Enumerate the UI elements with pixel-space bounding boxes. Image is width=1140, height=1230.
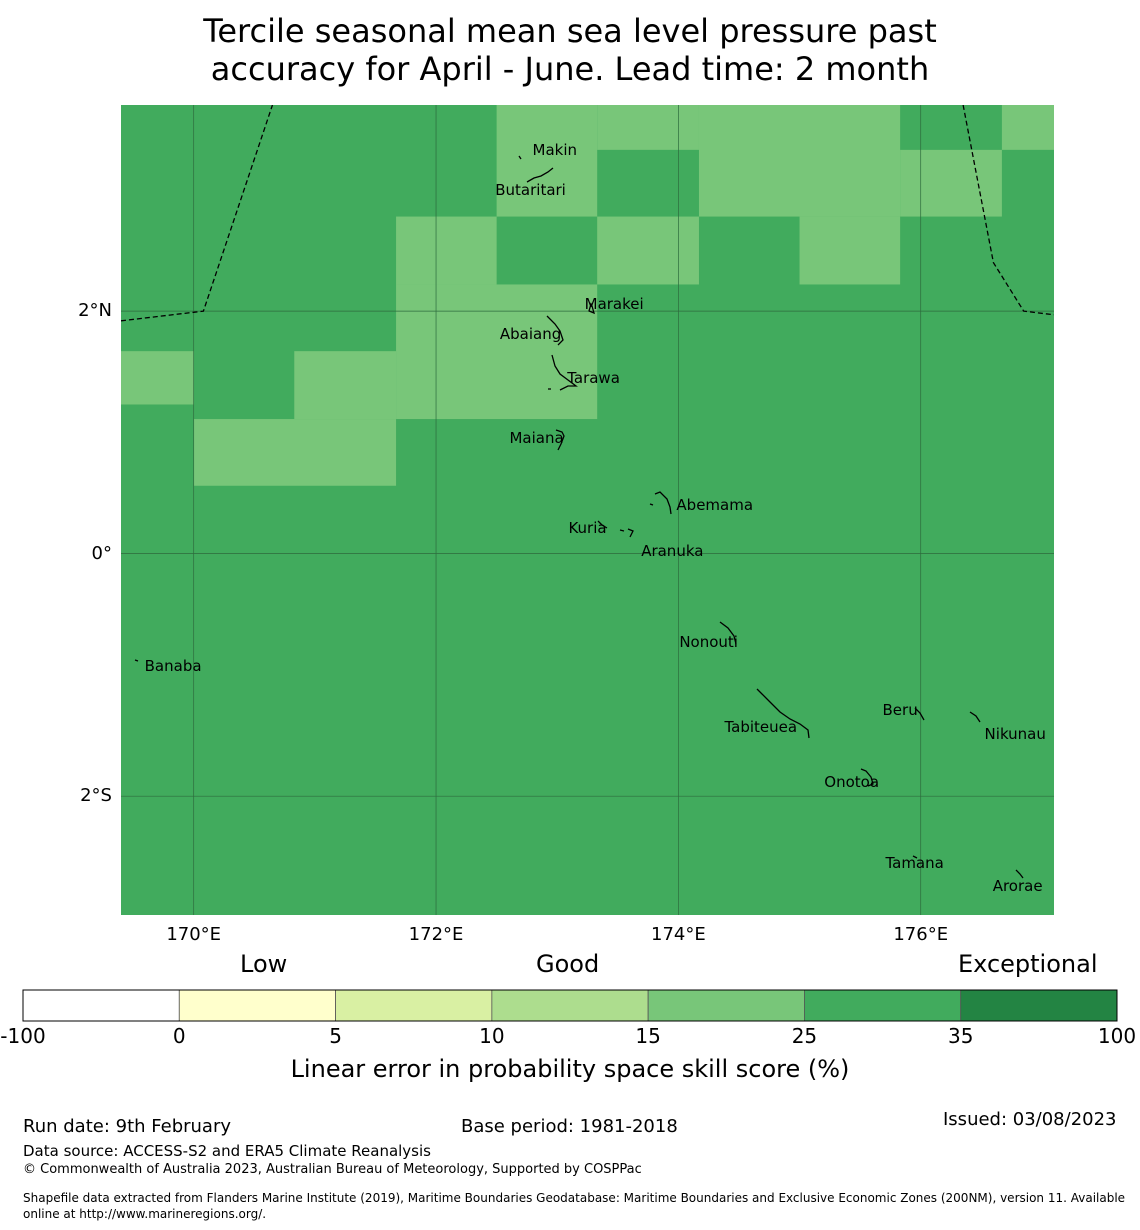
colorbar-title: Linear error in probability space skill … xyxy=(290,1055,850,1083)
island-label: Abaiang xyxy=(499,325,562,344)
island-label: Beru xyxy=(882,701,918,720)
issued-date: Issued: 03/08/2023 xyxy=(943,1109,1117,1130)
colorbar-swatch xyxy=(804,989,962,1022)
colorbar-tick-label: -100 xyxy=(0,1024,46,1048)
coast-tamana xyxy=(912,855,918,859)
colorbar-tick-label: 35 xyxy=(947,1024,974,1048)
coast-kuria xyxy=(597,520,625,532)
coast-maiana xyxy=(555,429,565,451)
island-label: Kuria xyxy=(568,519,607,538)
colorbar-tick-label: 10 xyxy=(479,1024,505,1048)
skill-cell xyxy=(396,216,497,285)
skill-cell xyxy=(900,149,1002,217)
skill-cell xyxy=(121,351,194,405)
coast-butaritari xyxy=(526,167,554,183)
island-label: Makin xyxy=(532,140,578,159)
chart-title-line1: Tercile seasonal mean sea level pressure… xyxy=(203,12,937,50)
colorbar-swatch xyxy=(335,989,493,1022)
run-date: Run date: 9th February xyxy=(23,1116,232,1137)
island-label: Aranuka xyxy=(641,542,704,561)
colorbar-category-exceptional: Exceptional xyxy=(958,950,1098,978)
colorbar-swatch xyxy=(178,989,336,1022)
coast-marakei xyxy=(588,302,595,315)
x-tick-label: 170°E xyxy=(166,924,222,945)
data-source: Data source: ACCESS-S2 and ERA5 Climate … xyxy=(23,1142,431,1160)
eez-boundary-line xyxy=(121,105,274,322)
island-label: Nikunau xyxy=(984,725,1046,744)
island-label: Abemama xyxy=(676,496,754,515)
coast-onotoa xyxy=(860,768,874,787)
coast-arorae xyxy=(1015,869,1024,879)
graticule xyxy=(121,105,1054,915)
island-label: Onotoa xyxy=(824,772,880,791)
skill-cell xyxy=(496,105,598,217)
island-label: Tamana xyxy=(885,853,944,872)
x-tick-label: 174°E xyxy=(651,924,706,945)
coast-nikunau xyxy=(969,711,981,723)
colorbar-swatch xyxy=(960,989,1118,1022)
coast-abemama xyxy=(649,491,672,515)
colorbar-tick-label: 0 xyxy=(172,1024,186,1048)
skill-cell xyxy=(294,351,397,420)
coast-beru xyxy=(914,707,925,721)
coast-nonouti xyxy=(719,621,737,645)
x-tick-label: 176°E xyxy=(893,924,949,945)
island-label: Butaritari xyxy=(495,180,566,199)
colorbar-swatch xyxy=(647,989,805,1022)
colorbar-category-low: Low xyxy=(240,950,288,978)
x-tick-label: 172°E xyxy=(408,924,464,945)
island-label: Marakei xyxy=(584,294,644,313)
skill-cell xyxy=(597,216,699,285)
colorbar-category-good: Good xyxy=(536,950,600,978)
colorbar-tick-label: 15 xyxy=(635,1024,661,1048)
island-label: Tabiteuea xyxy=(724,718,798,737)
colorbar-tick-label: 100 xyxy=(1097,1024,1137,1048)
island-coastlines xyxy=(134,155,1024,879)
colorbar-tick-label: 25 xyxy=(791,1024,818,1048)
y-tick-label: 0° xyxy=(91,542,112,564)
skill-cell xyxy=(597,105,699,150)
colorbar-outline xyxy=(22,989,1118,1022)
y-tick-label: 2°S xyxy=(80,785,112,807)
skill-cell xyxy=(698,105,901,217)
island-label: Tarawa xyxy=(567,368,620,387)
coast-tarawa xyxy=(548,354,578,391)
y-tick-label: 2°N xyxy=(78,300,112,322)
eez-boundary-line xyxy=(962,105,1054,316)
colorbar-swatch xyxy=(22,989,180,1022)
skill-cell xyxy=(799,216,901,285)
shapefile-credit-line1: Shapefile data extracted from Flanders M… xyxy=(23,1191,1126,1205)
coast-makin xyxy=(518,155,522,160)
island-label: Arorae xyxy=(992,876,1043,895)
copyright: © Commonwealth of Australia 2023, Austra… xyxy=(23,1162,642,1177)
colorbar xyxy=(22,989,1118,1022)
island-label: Banaba xyxy=(144,657,202,676)
coast-aranuka xyxy=(627,528,634,538)
colorbar-swatch xyxy=(491,989,649,1022)
skill-cell xyxy=(193,419,397,486)
colorbar-tick-label: 5 xyxy=(329,1024,342,1048)
skill-background-cell xyxy=(121,105,1054,915)
shapefile-credit-line2: online at http://www.marineregions.org/. xyxy=(23,1207,267,1221)
base-period: Base period: 1981-2018 xyxy=(461,1116,678,1137)
skill-cell xyxy=(1001,105,1054,150)
island-label: Maiana xyxy=(509,429,564,448)
island-label: Nonouti xyxy=(679,633,738,652)
coast-abaiang xyxy=(546,315,564,346)
chart-title-line2: accuracy for April - June. Lead time: 2 … xyxy=(210,50,930,88)
skill-grid-cells xyxy=(121,105,1054,486)
eez-boundaries xyxy=(121,105,1054,322)
skill-cell xyxy=(396,284,598,420)
coast-banaba xyxy=(134,659,139,662)
coast-tabiteuea xyxy=(756,688,810,739)
